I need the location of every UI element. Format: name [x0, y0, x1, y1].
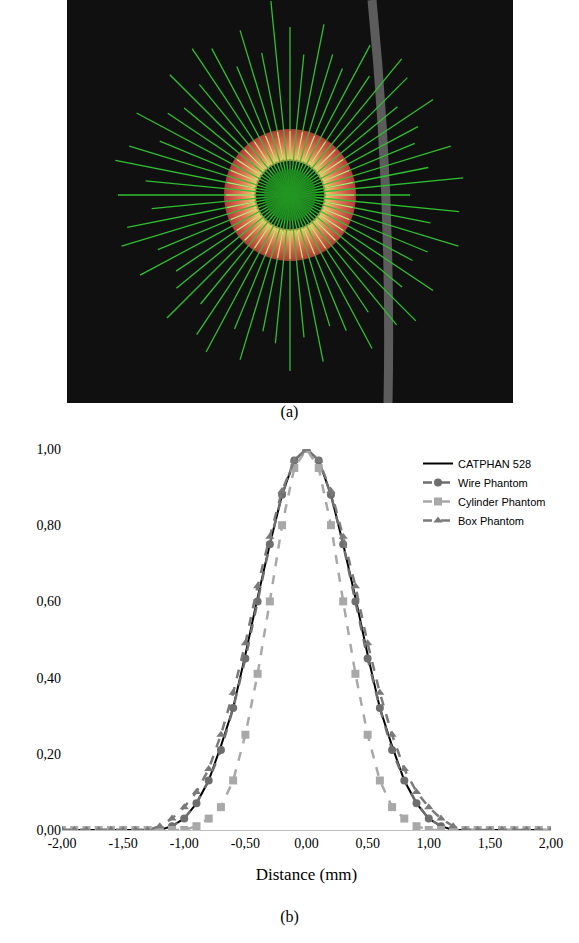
svg-text:Wire Phantom: Wire Phantom	[458, 477, 528, 489]
html-text:(a): (a)	[280, 403, 299, 420]
svg-text:0,50: 0,50	[355, 836, 380, 851]
svg-text:0,00: 0,00	[37, 823, 62, 838]
svg-text:Box Phantom: Box Phantom	[458, 515, 524, 527]
svg-text:CATPHAN 528: CATPHAN 528	[458, 458, 531, 470]
svg-text:Cylinder Phantom: Cylinder Phantom	[458, 496, 545, 508]
svg-text:0,00: 0,00	[294, 836, 319, 851]
svg-text:-0,50: -0,50	[231, 836, 260, 851]
svg-text:-1,50: -1,50	[109, 836, 138, 851]
svg-text:0,60: 0,60	[37, 594, 62, 609]
svg-text:0,40: 0,40	[37, 671, 62, 686]
svg-text:2,00: 2,00	[539, 836, 564, 851]
svg-text:-1,00: -1,00	[170, 836, 199, 851]
svg-text:Distance (mm): Distance (mm)	[256, 865, 358, 884]
svg-text:1,00: 1,00	[37, 442, 62, 457]
html-text:(b): (b)	[280, 908, 299, 925]
svg-text:0,80: 0,80	[37, 518, 62, 533]
svg-text:0,20: 0,20	[37, 747, 62, 762]
svg-text:1,50: 1,50	[478, 836, 503, 851]
svg-text:1,00: 1,00	[417, 836, 442, 851]
svg-text:-2,00: -2,00	[47, 836, 76, 851]
